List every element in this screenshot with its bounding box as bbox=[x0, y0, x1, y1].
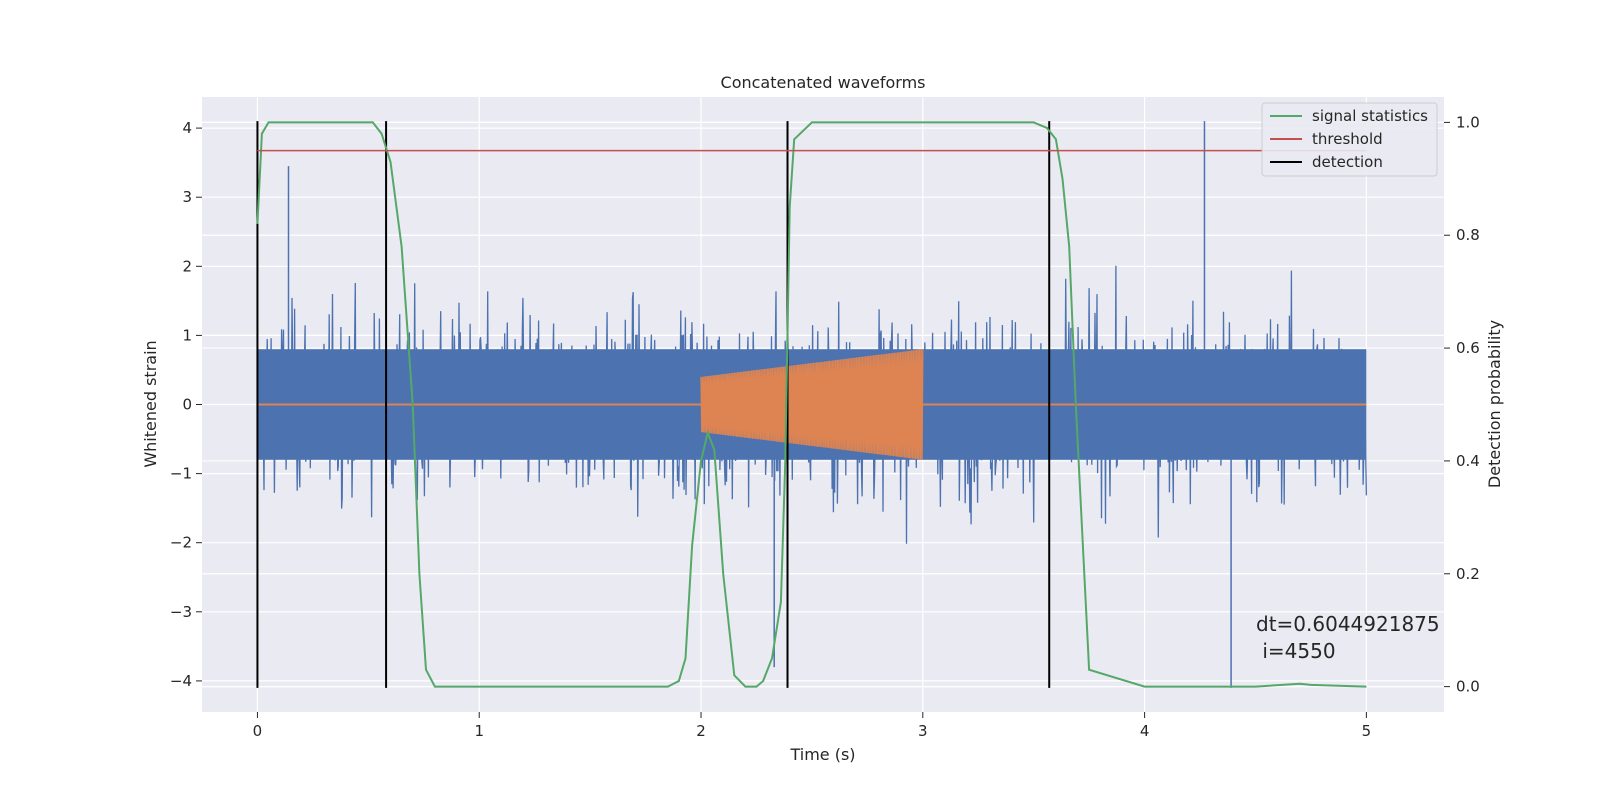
y-left-tick-label: −1 bbox=[170, 465, 192, 483]
y-axis-left-label: Whitened strain bbox=[141, 340, 160, 467]
y-left-tick-label: 2 bbox=[182, 257, 192, 275]
y-left-tick-label: 1 bbox=[182, 326, 192, 344]
x-tick-label: 0 bbox=[253, 722, 263, 740]
x-tick-label: 3 bbox=[918, 722, 928, 740]
annotation-dt: dt=0.6044921875 bbox=[1256, 612, 1440, 636]
annotation-i: i=4550 bbox=[1256, 639, 1336, 663]
y-left-tick-label: −2 bbox=[170, 534, 192, 552]
signal-statistics-series bbox=[256, 121, 1367, 688]
x-tick-label: 2 bbox=[696, 722, 706, 740]
detection-lines bbox=[256, 121, 1051, 688]
legend-label-signal-statistics: signal statistics bbox=[1312, 107, 1428, 125]
x-tick-label: 5 bbox=[1362, 722, 1372, 740]
signal-statistics-line bbox=[256, 121, 1367, 688]
x-tick-label: 1 bbox=[474, 722, 484, 740]
y-left-tick-label: 4 bbox=[182, 119, 192, 137]
y-left-tick-label: −4 bbox=[170, 672, 192, 690]
y-left-tick-label: −3 bbox=[170, 603, 192, 621]
y-right-tick-label: 1.0 bbox=[1456, 113, 1480, 131]
legend-label-detection: detection bbox=[1312, 153, 1383, 171]
legend-label-threshold: threshold bbox=[1312, 130, 1383, 148]
y-left-tick-label: 3 bbox=[182, 188, 192, 206]
y-right-tick-label: 0.0 bbox=[1456, 678, 1480, 696]
y-right-tick-label: 0.4 bbox=[1456, 452, 1480, 470]
y-right-tick-label: 0.8 bbox=[1456, 226, 1480, 244]
legend: signal statistics threshold detection bbox=[1261, 102, 1438, 177]
x-tick-label: 4 bbox=[1140, 722, 1150, 740]
x-axis-label: Time (s) bbox=[789, 745, 855, 764]
axis-ticks: 0 1 2 3 4 5 −4 −3 −2 −1 0 1 2 3 4 0.0 0.2 0.4 0.6 0.8 1.0 bbox=[170, 113, 1480, 740]
y-axis-right-label: Detection probability bbox=[1485, 320, 1504, 488]
chart-title: Concatenated waveforms bbox=[721, 73, 926, 92]
y-right-tick-label: 0.6 bbox=[1456, 339, 1480, 357]
y-right-tick-label: 0.2 bbox=[1456, 565, 1480, 583]
injection-series bbox=[257, 349, 1367, 460]
y-left-tick-label: 0 bbox=[182, 396, 192, 414]
legend-box bbox=[1261, 102, 1438, 177]
injection-chirp bbox=[700, 349, 924, 460]
